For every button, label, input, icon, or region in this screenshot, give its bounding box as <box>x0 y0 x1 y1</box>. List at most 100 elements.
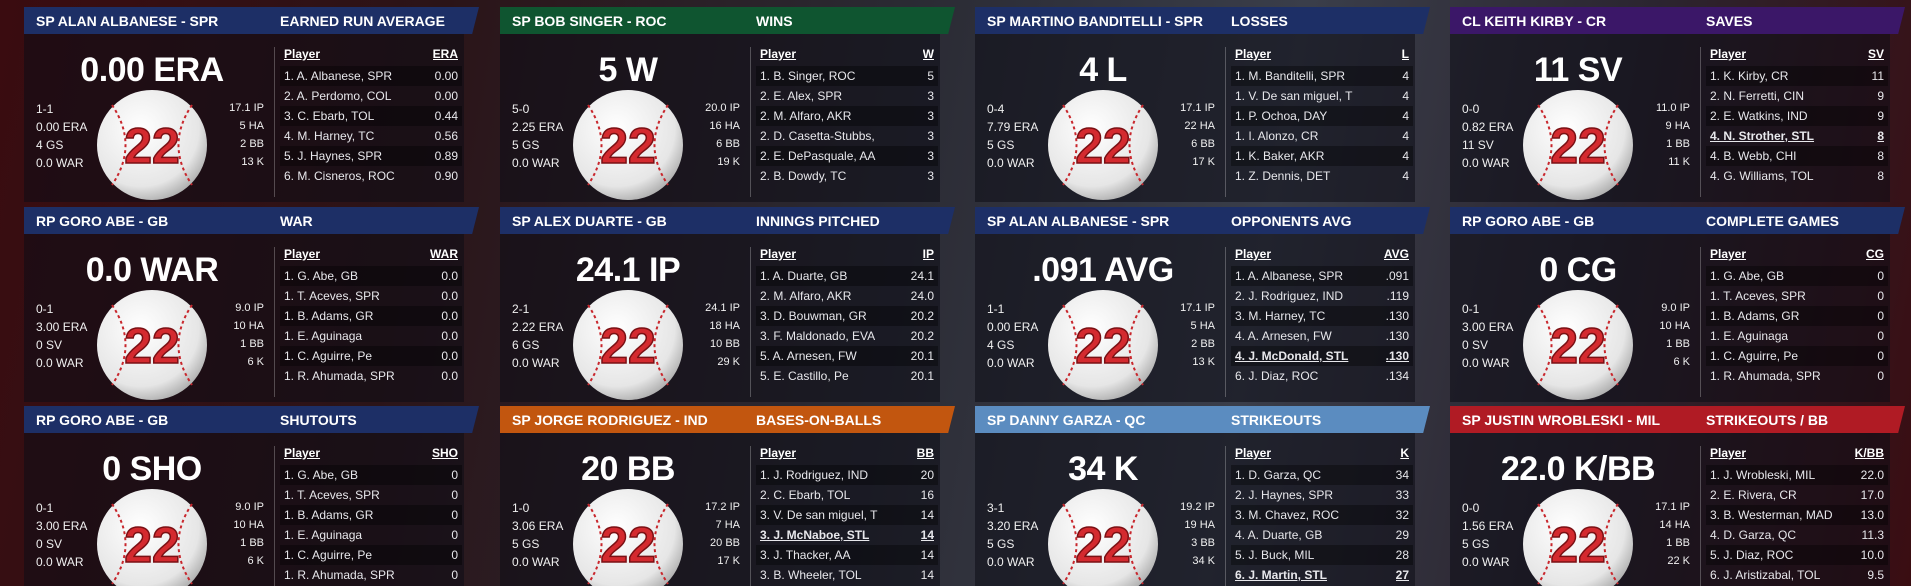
table-header: Player SHO <box>280 443 462 463</box>
jersey-number: 22 <box>124 318 180 374</box>
column-header: SV <box>1867 47 1884 61</box>
season-stat: 10 HA <box>1659 320 1690 332</box>
ball-body <box>1048 90 1158 200</box>
season-line: 6 GS <box>512 338 540 352</box>
jersey-number: 22 <box>1550 318 1606 374</box>
season-stat: 2 BB <box>240 138 264 150</box>
season-stat: 17.1 IP <box>1655 501 1690 513</box>
season-line: 5 GS <box>987 537 1015 551</box>
baseball: 22 <box>97 489 207 586</box>
season-line: 5 GS <box>512 138 540 152</box>
leader-name: 2. E. Alex, SPR <box>760 89 843 103</box>
leader-value: 0 <box>451 568 458 582</box>
column-header: BB <box>916 446 934 460</box>
leader-value: 0.0 <box>441 289 458 303</box>
leader-name: 1. T. Aceves, SPR <box>284 289 380 303</box>
player-label: RP GORO ABE - GB <box>36 213 169 229</box>
ball-body <box>97 489 207 586</box>
season-line: 3-1 <box>987 501 1005 515</box>
leader-value: 0.44 <box>434 109 458 123</box>
leader-row: 2. C. Ebarb, TOL 16 <box>756 485 938 505</box>
leader-value: 0 <box>1877 309 1884 323</box>
season-line: 3.06 ERA <box>512 519 564 533</box>
leader-value: 8 <box>1877 129 1884 143</box>
leader-name: 1. B. Adams, GR <box>1710 309 1800 323</box>
season-line: 1-1 <box>36 102 54 116</box>
season-stat: 19 HA <box>1184 519 1215 531</box>
leader-name: 3. B. Westerman, MAD <box>1710 508 1833 522</box>
leader-name: 4. N. Strother, STL <box>1710 129 1815 143</box>
season-line: 0.0 WAR <box>1462 156 1510 170</box>
seam <box>653 104 669 186</box>
player-label: CL KEITH KIRBY - CR <box>1462 13 1607 29</box>
season-line: 1.56 ERA <box>1462 519 1514 533</box>
stat-title: SAVES <box>1706 13 1753 29</box>
leader-row: 1. B. Adams, GR 0 <box>280 505 462 525</box>
leader-panel: SP ALAN ALBANESE - SPR EARNED RUN AVERAGE… <box>24 7 479 202</box>
panel-header: SP MARTINO BANDITELLI - SPR LOSSES <box>975 7 1430 34</box>
leader-row: 1. V. De san miguel, T 4 <box>1231 86 1413 106</box>
player-label: SP DANNY GARZA - QC <box>987 412 1146 428</box>
season-line: 2.22 ERA <box>512 320 564 334</box>
leader-name: 4. A. Arnesen, FW <box>1235 329 1332 343</box>
leader-value: 24.1 <box>910 269 934 283</box>
leader-name: 1. C. Aguirre, Pe <box>1710 349 1799 363</box>
panel-header: CL KEITH KIRBY - CR SAVES <box>1450 7 1905 34</box>
column-header: Player <box>1235 47 1272 61</box>
leader-row: 1. P. Ochoa, DAY 4 <box>1231 106 1413 126</box>
leader-row: 2. D. Casetta-Stubbs, 3 <box>756 126 938 146</box>
season-stat: 17 K <box>1192 156 1215 168</box>
player-label: SP BOB SINGER - ROC <box>512 13 667 29</box>
divider <box>750 247 751 397</box>
panel-header: SP DANNY GARZA - QC STRIKEOUTS <box>975 406 1430 433</box>
season-line: 7.79 ERA <box>987 120 1039 134</box>
leader-row: 2. B. Dowdy, TC 3 <box>756 166 938 186</box>
seam <box>111 304 127 386</box>
leader-value: 3 <box>927 129 934 143</box>
seam <box>587 503 603 585</box>
stat-title: WINS <box>756 13 793 29</box>
season-line: 0.0 WAR <box>512 156 560 170</box>
leader-row: 5. J. Buck, MIL 28 <box>1231 545 1413 565</box>
leader-row: 1. R. Ahumada, SPR 0 <box>280 565 462 585</box>
leader-row: 3. D. Bouwman, GR 20.2 <box>756 306 938 326</box>
seam <box>1537 104 1553 186</box>
season-line: 0 SV <box>1462 338 1489 352</box>
leader-row: 1. J. Rodriguez, IND 20 <box>756 465 938 485</box>
column-header: Player <box>284 446 321 460</box>
leader-name: 6. M. Cisneros, ROC <box>284 169 395 183</box>
leader-row: 2. E. Alex, SPR 3 <box>756 86 938 106</box>
leader-value: 3 <box>927 109 934 123</box>
column-header: Player <box>284 47 321 61</box>
leader-value: 3 <box>927 89 934 103</box>
leader-row: 5. A. Arnesen, FW 20.1 <box>756 346 938 366</box>
leader-name: 1. B. Singer, ROC <box>760 69 856 83</box>
leader-panel: CL KEITH KIRBY - CR SAVES 11 SV 22 0-0 0.82 E… <box>1450 7 1905 202</box>
leader-name: 3. C. Ebarb, TOL <box>284 109 375 123</box>
table-header: Player L <box>1231 44 1413 64</box>
table-header: Player W <box>756 44 938 64</box>
leader-row: 1. E. Aguinaga 0 <box>280 525 462 545</box>
leader-name: 1. K. Kirby, CR <box>1710 69 1789 83</box>
leader-row: 1. C. Aguirre, Pe 0.0 <box>280 346 462 366</box>
leader-value: .130 <box>1385 349 1409 363</box>
season-stat: 6 K <box>1673 356 1690 368</box>
seam <box>177 104 193 186</box>
season-line: 0.00 ERA <box>36 120 88 134</box>
leader-value: 0.0 <box>441 269 458 283</box>
stat-value: 0 CG <box>1539 251 1617 289</box>
leader-value: 14 <box>920 508 934 522</box>
panel-header: RP GORO ABE - GB SHUTOUTS <box>24 406 479 433</box>
divider <box>1700 247 1701 397</box>
baseball: 22 <box>1048 90 1158 200</box>
leader-row: 4. M. Harney, TC 0.56 <box>280 126 462 146</box>
player-label: SP ALAN ALBANESE - SPR <box>36 13 219 29</box>
leader-value: 11 <box>1871 69 1884 83</box>
leader-value: 9 <box>1877 89 1884 103</box>
leader-name: 4. J. McDonald, STL <box>1235 349 1349 363</box>
divider <box>274 247 275 397</box>
leader-name: 3. M. Harney, TC <box>1235 309 1326 323</box>
table-header: Player K <box>1231 443 1413 463</box>
leader-value: 0.00 <box>434 69 458 83</box>
